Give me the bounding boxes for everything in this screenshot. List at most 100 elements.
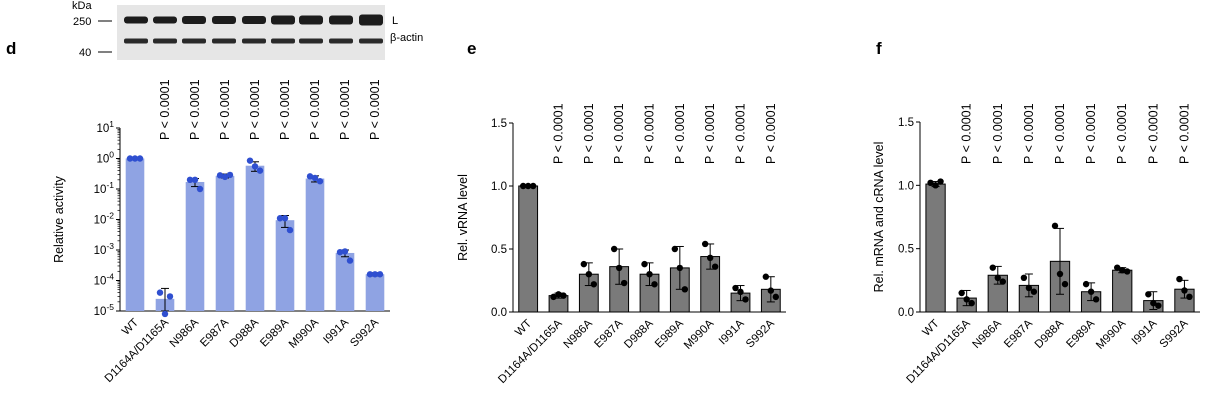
data-point (346, 257, 354, 264)
blot-band-actin (359, 38, 383, 44)
x-tick-label: S992A (1158, 317, 1191, 350)
x-tick-label: E987A (592, 317, 625, 350)
data-point (1186, 293, 1193, 300)
p-value-label: P < 0.0001 (1022, 103, 1036, 164)
blot-band-actin (242, 38, 266, 44)
p-value-label: P < 0.0001 (552, 103, 566, 164)
blot-band-actin-label: β-actin (390, 32, 423, 44)
p-value-label: P < 0.0001 (1053, 103, 1067, 164)
p-value-label: P < 0.0001 (188, 79, 202, 140)
p-value-label: P < 0.0001 (308, 79, 322, 140)
blot-band-L (299, 15, 323, 25)
y-tick-label: 101 (96, 119, 114, 135)
y-axis-label: Relative activity (52, 175, 66, 263)
panel-letter-d: d (6, 39, 16, 58)
y-tick-label: 0.5 (898, 244, 914, 256)
data-point (131, 155, 139, 162)
y-tick-label: 0.0 (491, 307, 507, 319)
p-value-label: P < 0.0001 (338, 79, 352, 140)
data-point (216, 172, 224, 179)
data-point (610, 245, 618, 253)
data-point (932, 182, 939, 189)
data-point (1056, 270, 1064, 278)
data-point (186, 176, 194, 184)
data-point (221, 173, 229, 181)
x-tick-label: E987A (198, 316, 231, 349)
data-point (742, 296, 749, 303)
data-point (767, 287, 775, 294)
data-point (927, 179, 934, 186)
bar (305, 178, 325, 311)
blot-band-L (329, 15, 353, 25)
y-tick-label: 0.0 (898, 307, 914, 319)
panel-letter-f: f (876, 39, 882, 58)
p-value-label: P < 0.0001 (582, 103, 596, 164)
data-point (651, 281, 658, 288)
blot-marker-40: 40 (79, 47, 91, 59)
p-value-label: P < 0.0001 (764, 103, 778, 164)
data-point (671, 245, 679, 253)
p-value-label: P < 0.0001 (1084, 103, 1098, 164)
data-point (226, 171, 234, 179)
p-value-label: P < 0.0001 (248, 79, 262, 140)
x-tick-label: S992A (348, 316, 381, 349)
y-tick-label: 10-1 (94, 180, 115, 196)
bar (365, 274, 385, 311)
x-tick-label: M990A (1094, 317, 1128, 351)
data-point (1181, 287, 1188, 294)
data-point (1082, 280, 1090, 288)
p-value-label: P < 0.0001 (368, 79, 382, 140)
blot-band-actin (212, 38, 236, 44)
bar (1112, 269, 1133, 313)
western-blot-image (117, 5, 385, 60)
x-tick-label: M990A (682, 317, 716, 351)
data-point (161, 310, 169, 318)
y-tick-label: 10-2 (94, 211, 115, 227)
p-value-label: P < 0.0001 (218, 79, 232, 140)
y-tick-label: 1.5 (898, 117, 914, 129)
blot-band-actin (182, 38, 206, 44)
data-point (989, 264, 996, 271)
data-point (191, 176, 199, 184)
data-point (676, 264, 684, 272)
bar (518, 185, 539, 313)
x-tick-label: E989A (1064, 317, 1097, 350)
data-point (366, 271, 374, 278)
data-point (126, 155, 134, 162)
bar (215, 175, 235, 311)
bar (335, 252, 355, 311)
data-point (371, 271, 379, 278)
data-point (1155, 302, 1162, 309)
p-value-label: P < 0.0001 (612, 103, 626, 164)
data-point (937, 178, 944, 185)
p-value-label: P < 0.0001 (960, 103, 974, 164)
data-point (681, 286, 689, 293)
y-tick-label: 0.5 (491, 244, 507, 256)
blot-band-actin (299, 38, 323, 44)
p-value-label: P < 0.0001 (278, 79, 292, 140)
data-point (641, 260, 648, 268)
p-value-label: P < 0.0001 (1177, 103, 1191, 164)
data-point (1061, 280, 1069, 288)
bar (275, 220, 295, 311)
bar (125, 158, 145, 311)
data-point (737, 288, 744, 296)
data-point (615, 264, 623, 272)
p-value-label: P < 0.0001 (734, 103, 748, 164)
data-point (341, 248, 349, 255)
blot-band-L (212, 16, 236, 24)
bar (925, 183, 946, 313)
x-tick-label: D988A (1033, 317, 1067, 351)
blot-band-L-label: L (392, 15, 398, 27)
data-point (306, 173, 314, 180)
x-tick-label: WT (921, 318, 942, 339)
data-point (336, 248, 344, 256)
blot-band-actin (329, 38, 353, 44)
data-point (1025, 284, 1033, 292)
blot-kda-label: kDa (72, 0, 92, 12)
data-point (524, 182, 532, 190)
data-point (196, 185, 204, 193)
blot-marker-250: 250 (73, 16, 91, 28)
